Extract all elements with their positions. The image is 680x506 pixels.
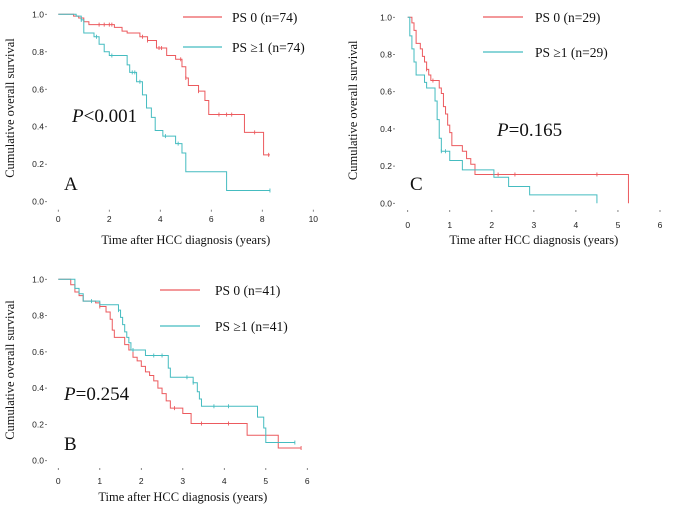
x-tick-label: 0: [56, 476, 61, 486]
panel-label: B: [64, 434, 77, 455]
y-tick-label: 0.6: [380, 87, 392, 97]
x-tick-label: 4: [158, 214, 163, 224]
y-tick-label: 0.8: [32, 311, 44, 321]
survival-curve-ps1: [407, 16, 598, 204]
survival-curve-ps0: [58, 278, 302, 449]
y-tick-label: 1.0: [380, 12, 392, 22]
y-tick-label: 0.8: [380, 50, 392, 60]
legend-label-ps0: PS 0 (n=41): [215, 283, 280, 298]
survival-curve-ps1: [58, 278, 295, 444]
x-tick-label: 5: [616, 220, 621, 230]
p-value-symbol: P: [496, 120, 509, 141]
x-tick-label: 2: [489, 220, 494, 230]
p-value-text: =0.165: [509, 120, 562, 141]
p-value-symbol: P: [63, 384, 76, 405]
p-value-annotation: P=0.165: [496, 120, 562, 141]
survival-curve-ps0: [58, 13, 270, 156]
x-axis-label: Time after HCC diagnosis (years): [98, 490, 267, 504]
legend-label-ps1: PS ≥1 (n=29): [535, 45, 608, 60]
x-tick-label: 6: [305, 476, 310, 486]
y-tick-label: 0.4: [380, 124, 392, 134]
x-tick-label: 4: [574, 220, 579, 230]
x-tick-label: 3: [180, 476, 185, 486]
panel-label: A: [64, 174, 78, 195]
x-tick-label: 4: [222, 476, 227, 486]
panel-label: C: [410, 174, 423, 195]
y-tick-label: 1.0: [32, 9, 44, 19]
x-tick-label: 2: [107, 214, 112, 224]
x-tick-label: 0: [56, 214, 61, 224]
survival-curve-ps1: [58, 13, 270, 191]
km-panel-b: 0.0 0.2 0.4 0.6 0.8 1.0 0 1 2 3 4 5 6 Time after HCC …: [3, 274, 310, 504]
y-axis-label: Cumulative overall survival: [3, 38, 17, 178]
y-tick-label: 0.6: [32, 84, 44, 94]
y-axis-label: Cumulative overall survival: [3, 300, 17, 440]
y-tick-label: 0.2: [32, 159, 44, 169]
y-tick-label: 0.4: [32, 383, 44, 393]
x-tick-label: 6: [209, 214, 214, 224]
x-axis-label: Time after HCC diagnosis (years): [101, 233, 270, 247]
legend-label-ps0: PS 0 (n=29): [535, 10, 600, 25]
p-value-symbol: P: [71, 106, 84, 127]
legend-label-ps1: PS ≥1 (n=74): [232, 40, 305, 55]
x-axis-label: Time after HCC diagnosis (years): [449, 233, 618, 247]
legend-label-ps1: PS ≥1 (n=41): [215, 319, 288, 334]
x-tick-label: 1: [97, 476, 102, 486]
x-tick-label: 0: [405, 220, 410, 230]
x-tick-label: 3: [531, 220, 536, 230]
km-panel-a: 0.0 0.2 0.4 0.6 0.8 1.0 0 2 4 6 8 10 Time after HCC …: [3, 9, 318, 247]
y-tick-label: 0.0: [32, 197, 44, 207]
x-tick-label: 10: [309, 214, 319, 224]
km-panel-c: 0.0 0.2 0.4 0.6 0.8 1.0 0 1 2 3 4 5 6 Time after HCC …: [346, 10, 663, 247]
survival-curve-ps0: [407, 16, 629, 204]
x-tick-label: 2: [139, 476, 144, 486]
p-value-annotation: P<0.001: [71, 106, 137, 127]
y-tick-label: 0.6: [32, 347, 44, 357]
x-tick-label: 8: [260, 214, 265, 224]
p-value-text: <0.001: [84, 106, 137, 127]
p-value-text: =0.254: [76, 384, 130, 405]
y-tick-label: 0.0: [380, 198, 392, 208]
y-tick-label: 0.0: [32, 456, 44, 466]
y-tick-label: 0.2: [380, 161, 392, 171]
y-tick-label: 0.2: [32, 419, 44, 429]
y-tick-label: 0.4: [32, 122, 44, 132]
x-tick-label: 1: [447, 220, 452, 230]
x-tick-label: 6: [658, 220, 663, 230]
y-tick-label: 0.8: [32, 47, 44, 57]
y-tick-label: 1.0: [32, 274, 44, 284]
p-value-annotation: P=0.254: [63, 384, 130, 405]
legend-label-ps0: PS 0 (n=74): [232, 10, 297, 25]
x-tick-label: 5: [263, 476, 268, 486]
y-axis-label: Cumulative overall survival: [346, 40, 360, 180]
